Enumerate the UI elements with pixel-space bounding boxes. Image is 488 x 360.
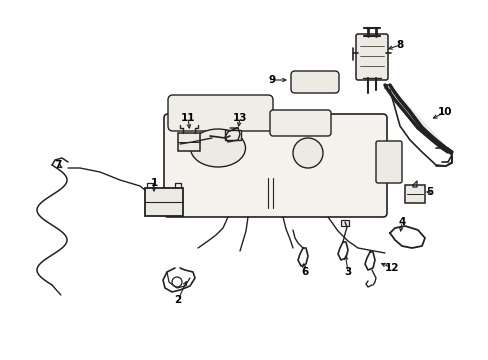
Text: 6: 6	[301, 267, 308, 277]
Text: 12: 12	[384, 263, 398, 273]
Bar	[404, 185, 424, 203]
Text: 7: 7	[54, 160, 61, 170]
FancyBboxPatch shape	[163, 114, 386, 217]
Bar	[145, 188, 183, 216]
Text: 1: 1	[150, 178, 157, 188]
Ellipse shape	[190, 129, 245, 167]
Text: 10: 10	[437, 107, 451, 117]
FancyBboxPatch shape	[269, 110, 330, 136]
Text: 2: 2	[174, 295, 181, 305]
Text: 8: 8	[396, 40, 403, 50]
FancyBboxPatch shape	[290, 71, 338, 93]
Bar	[178, 133, 200, 151]
Text: 5: 5	[426, 187, 433, 197]
Text: 9: 9	[268, 75, 275, 85]
Bar	[224, 130, 241, 140]
FancyBboxPatch shape	[375, 141, 401, 183]
Text: 13: 13	[232, 113, 247, 123]
Text: 11: 11	[181, 113, 195, 123]
Text: 3: 3	[344, 267, 351, 277]
Polygon shape	[384, 85, 451, 152]
FancyBboxPatch shape	[355, 34, 387, 80]
Text: 4: 4	[398, 217, 405, 227]
Circle shape	[292, 138, 323, 168]
FancyBboxPatch shape	[168, 95, 272, 131]
Bar	[340, 220, 348, 226]
